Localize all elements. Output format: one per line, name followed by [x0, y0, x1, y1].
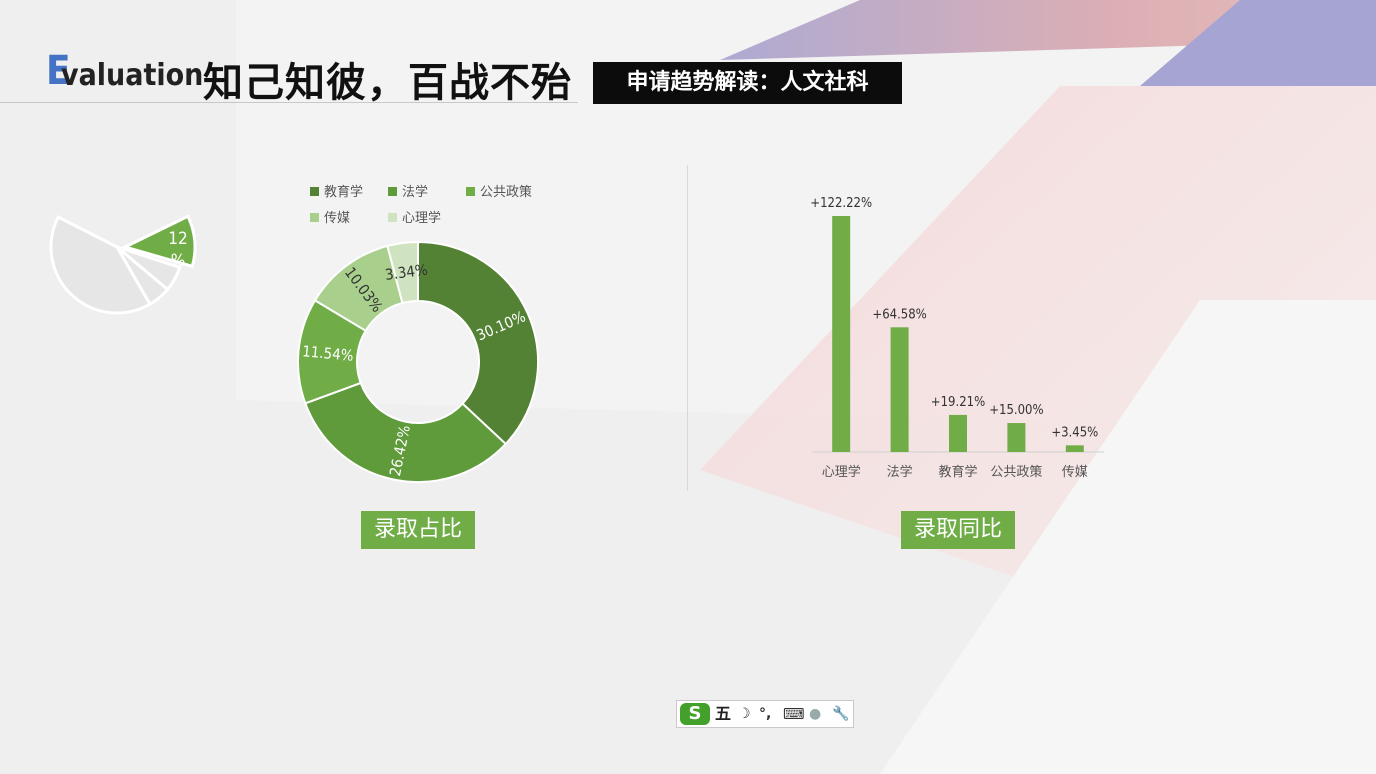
subtitle-badge: 申请趋势解读：人文社科 [593, 62, 902, 104]
caption-admission-share: 录取占比 [361, 511, 475, 549]
title-english: valuation [61, 58, 204, 93]
decor-pie-label: 12 [168, 229, 187, 249]
legend-label: 传媒 [324, 211, 350, 226]
donut-slice-1 [417, 240, 539, 446]
donut-slice-2 [304, 381, 508, 483]
chart-divider [687, 165, 688, 491]
donut-chart: 30.10%26.42%11.54%10.03%3.34%教育学 法学 公共政策传媒… [297, 184, 539, 483]
bar-value-label: +15.00% [989, 403, 1043, 418]
ime-logo-icon[interactable]: S [680, 703, 710, 725]
bar-2 [890, 327, 909, 452]
bar-4 [1007, 423, 1026, 452]
legend-label: 心理学 [402, 210, 441, 226]
decor-pie-highlight [120, 214, 197, 269]
bar-1 [832, 216, 851, 452]
legend-swatch [466, 187, 475, 196]
moon-icon[interactable]: ☽ [738, 706, 751, 722]
bar-value-label: +64.58% [872, 307, 926, 322]
legend-label: 法学 [402, 184, 428, 200]
decor-pie-label-percent: % [171, 251, 186, 271]
bar-category-label: 公共政策 [990, 464, 1042, 480]
bar-value-label: +19.21% [931, 395, 985, 410]
title-chinese: 知己知彼，百战不殆 [203, 60, 572, 106]
legend-swatch [388, 213, 397, 222]
legend-label: 教育学 [324, 184, 363, 200]
bar-category-label: 传媒 [1062, 465, 1088, 480]
bar-5 [1065, 445, 1084, 452]
ime-toolbar[interactable]: S 五 ☽ °, ⌨ ● 🔧 [676, 700, 854, 728]
wrench-icon[interactable]: 🔧 [832, 706, 850, 722]
title-underline [0, 102, 578, 103]
decor-pie-separator [115, 246, 152, 305]
donut-slice-5 [386, 240, 419, 305]
bar-category-label: 教育学 [938, 464, 977, 480]
caption-admission-yoy: 录取同比 [901, 511, 1015, 549]
decor-pie-base [49, 215, 182, 315]
decorative-pie: 12% [49, 214, 197, 315]
donut-value-label: 3.34% [384, 261, 429, 284]
donut-value-label: 11.54% [301, 342, 354, 365]
bar-category-label: 心理学 [822, 464, 861, 480]
decor-pie-separator [116, 245, 169, 291]
legend-swatch [310, 187, 319, 196]
bar-value-label: +122.22% [810, 196, 872, 211]
legend-swatch [388, 187, 397, 196]
bar-category-label: 法学 [887, 464, 913, 480]
user-icon[interactable]: ● [809, 706, 822, 722]
title-initial: E [46, 48, 71, 94]
keyboard-icon[interactable]: ⌨ [783, 705, 805, 723]
ime-mode-toggle[interactable]: 五 [715, 704, 732, 723]
legend-swatch [310, 213, 319, 222]
bar-value-label: +3.45% [1051, 425, 1098, 440]
punctuation-icon[interactable]: °, [759, 706, 772, 722]
bar-3 [949, 414, 967, 452]
legend-label: 公共政策 [480, 184, 532, 200]
bar-chart: +122.22% 心理学 +64.58% 法学 +19.21% 教育学 +15.00% 公共政… [810, 196, 1104, 480]
